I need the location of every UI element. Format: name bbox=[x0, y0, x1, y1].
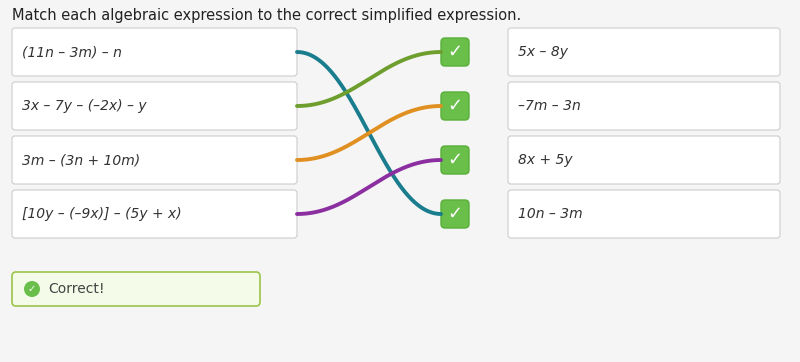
Text: 8x + 5y: 8x + 5y bbox=[518, 153, 573, 167]
FancyBboxPatch shape bbox=[508, 82, 780, 130]
Text: ✓: ✓ bbox=[447, 43, 462, 61]
FancyBboxPatch shape bbox=[508, 190, 780, 238]
Text: 3x – 7y – (–2x) – y: 3x – 7y – (–2x) – y bbox=[22, 99, 146, 113]
Circle shape bbox=[24, 281, 40, 297]
FancyBboxPatch shape bbox=[441, 38, 469, 66]
FancyBboxPatch shape bbox=[12, 28, 297, 76]
Text: –7m – 3n: –7m – 3n bbox=[518, 99, 581, 113]
FancyBboxPatch shape bbox=[508, 136, 780, 184]
Text: [10y – (–9x)] – (5y + x): [10y – (–9x)] – (5y + x) bbox=[22, 207, 182, 221]
FancyBboxPatch shape bbox=[441, 146, 469, 174]
Text: Correct!: Correct! bbox=[48, 282, 105, 296]
FancyBboxPatch shape bbox=[441, 92, 469, 120]
Text: 10n – 3m: 10n – 3m bbox=[518, 207, 582, 221]
FancyBboxPatch shape bbox=[12, 190, 297, 238]
FancyBboxPatch shape bbox=[441, 200, 469, 228]
Text: 5x – 8y: 5x – 8y bbox=[518, 45, 568, 59]
FancyBboxPatch shape bbox=[508, 28, 780, 76]
Text: Match each algebraic expression to the correct simplified expression.: Match each algebraic expression to the c… bbox=[12, 8, 522, 23]
Text: ✓: ✓ bbox=[447, 151, 462, 169]
FancyBboxPatch shape bbox=[12, 136, 297, 184]
FancyBboxPatch shape bbox=[12, 272, 260, 306]
Text: ✓: ✓ bbox=[447, 205, 462, 223]
Text: 3m – (3n + 10m): 3m – (3n + 10m) bbox=[22, 153, 140, 167]
FancyBboxPatch shape bbox=[12, 82, 297, 130]
Text: ✓: ✓ bbox=[447, 97, 462, 115]
Text: ✓: ✓ bbox=[28, 284, 36, 294]
Text: (11n – 3m) – n: (11n – 3m) – n bbox=[22, 45, 122, 59]
